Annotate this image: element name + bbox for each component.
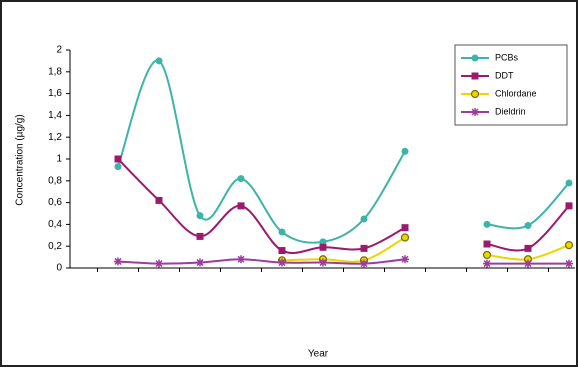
y-tick-label: 0 [56, 263, 62, 274]
y-tick-label: 0,8 [48, 175, 62, 186]
marker [319, 258, 327, 267]
series-line [117, 158, 406, 255]
marker [471, 108, 479, 116]
marker [237, 202, 245, 210]
y-tick-label: 1,6 [48, 88, 62, 99]
marker [114, 257, 122, 266]
marker [470, 89, 480, 99]
marker [319, 238, 327, 246]
marker [114, 163, 122, 171]
legend-label: Dieldrin [495, 106, 526, 116]
y-tick-label: 0,2 [48, 241, 62, 252]
y-axis-label: Concentration (µg/g) [15, 114, 26, 205]
marker [155, 196, 163, 204]
marker [400, 233, 410, 242]
marker [319, 243, 327, 251]
legend-label: DDT [495, 70, 514, 80]
marker [155, 259, 163, 268]
marker [278, 258, 286, 267]
series [114, 255, 573, 268]
marker [564, 241, 574, 250]
marker [196, 258, 204, 267]
marker [483, 220, 491, 228]
marker [524, 259, 532, 268]
marker [196, 232, 204, 240]
marker [483, 240, 491, 248]
y-tick-label: 2 [56, 45, 62, 56]
legend: PCBs DDT Chlordane Dieldrin [454, 44, 568, 126]
marker [483, 259, 491, 268]
marker [237, 175, 245, 183]
y-tick-label: 0,4 [48, 219, 62, 230]
marker [565, 259, 573, 268]
series-line [281, 236, 406, 263]
legend-label: PCBs [495, 52, 519, 62]
marker [155, 57, 163, 65]
y-tick-label: 1,8 [48, 66, 62, 77]
series [114, 155, 573, 255]
x-axis-label: Year [308, 349, 329, 360]
marker [401, 255, 409, 264]
marker [471, 54, 479, 62]
y-tick-label: 0,6 [48, 197, 62, 208]
marker [360, 244, 368, 252]
legend-label: Chlordane [495, 88, 537, 98]
marker [565, 179, 573, 187]
marker [237, 255, 245, 264]
marker [278, 228, 286, 236]
marker [471, 72, 479, 80]
marker [114, 155, 122, 163]
marker [278, 247, 286, 255]
marker [524, 221, 532, 229]
marker [401, 147, 409, 155]
series [114, 57, 573, 246]
marker [565, 202, 573, 210]
marker [482, 250, 492, 260]
marker [196, 212, 204, 220]
y-tick-label: 1,4 [48, 110, 62, 121]
marker [360, 215, 368, 223]
marker [360, 259, 368, 268]
marker [524, 244, 532, 252]
marker [401, 224, 409, 232]
y-tick-label: 1,2 [48, 132, 62, 143]
y-tick-label: 1 [56, 154, 62, 165]
